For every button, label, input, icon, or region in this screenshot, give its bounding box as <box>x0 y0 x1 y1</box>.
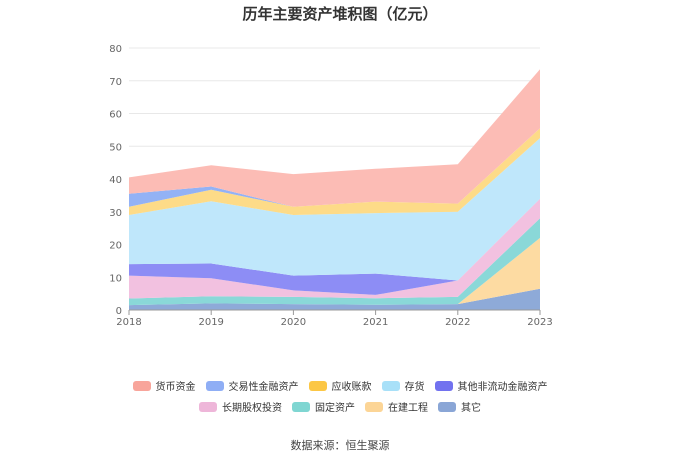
legend-label: 固定资产 <box>315 403 355 414</box>
x-tick-label: 2023 <box>527 317 552 328</box>
legend-label: 其它 <box>461 403 481 414</box>
legend-item-inventory[interactable]: 存货 <box>381 378 425 393</box>
legend-label: 应收账款 <box>331 382 372 393</box>
legend-swatch <box>438 401 456 412</box>
y-tick-label: 60 <box>109 110 122 121</box>
legend-item-trading-assets[interactable]: 交易性金融资产 <box>205 378 299 393</box>
legend-label: 货币资金 <box>155 382 196 393</box>
legend-item-other-noncurrent-financial[interactable]: 其他非流动金融资产 <box>434 378 548 393</box>
legend-item-other[interactable]: 其它 <box>438 399 481 414</box>
y-tick-label: 30 <box>109 208 122 219</box>
legend-item-long-term-equity[interactable]: 长期股权投资 <box>199 399 282 414</box>
stacked-areas <box>129 69 540 310</box>
x-tick-label: 2018 <box>116 317 141 328</box>
area-series-8 <box>129 69 540 207</box>
legend-label: 交易性金融资产 <box>228 382 299 393</box>
legend-swatch <box>205 380 224 391</box>
legend-swatch <box>365 401 383 412</box>
legend-item-fixed-assets[interactable]: 固定资产 <box>292 399 355 414</box>
area-series-6 <box>129 128 540 215</box>
axes: 0 10 20 30 40 50 60 70 80 2018 2019 2020 2021 2022 202… <box>109 44 552 328</box>
area-series-5 <box>129 138 540 281</box>
legend-swatch <box>381 380 400 391</box>
y-tick-label: 10 <box>109 273 122 284</box>
x-tick-label: 2021 <box>363 317 388 328</box>
legend-swatch <box>292 401 310 412</box>
y-tick-label: 70 <box>109 77 122 88</box>
legend-label: 其他非流动金融资产 <box>457 382 548 393</box>
area-chart: 0 10 20 30 40 50 60 70 80 2018 2019 2020 2021 2022 202… <box>109 44 552 328</box>
legend-row-2: 长期股权投资 固定资产 在建工程 其它 <box>0 399 680 414</box>
legend-swatch <box>308 380 327 391</box>
y-tick-label: 40 <box>109 175 122 186</box>
y-tick-label: 80 <box>109 44 122 55</box>
area-series-0 <box>129 288 540 310</box>
legend-swatch <box>132 380 151 391</box>
legend-item-cash[interactable]: 货币资金 <box>132 378 196 393</box>
y-tick-label: 0 <box>116 306 122 317</box>
legend-row-1: 货币资金 交易性金融资产 应收账款 存货 其他非流动金融资产 <box>0 378 680 393</box>
legend-swatch <box>199 401 217 412</box>
data-source-note: 数据来源：恒生聚源 <box>290 439 390 452</box>
legend: 货币资金 交易性金融资产 应收账款 存货 其他非流动金融资产 长期股权投资 固定… <box>0 378 680 420</box>
legend-label: 存货 <box>404 382 425 393</box>
area-series-4 <box>129 198 540 295</box>
chart-title: 历年主要资产堆积图（亿元） <box>242 5 438 23</box>
legend-swatch <box>434 380 453 391</box>
y-tick-label: 50 <box>109 142 122 153</box>
legend-item-receivables[interactable]: 应收账款 <box>308 378 372 393</box>
x-tick-label: 2020 <box>281 317 306 328</box>
legend-label: 在建工程 <box>388 403 428 414</box>
area-series-3 <box>129 198 540 299</box>
legend-item-construction[interactable]: 在建工程 <box>365 399 428 414</box>
x-tick-label: 2019 <box>198 317 223 328</box>
x-tick-label: 2022 <box>445 317 470 328</box>
legend-label: 长期股权投资 <box>222 403 282 414</box>
y-tick-label: 20 <box>109 241 122 252</box>
